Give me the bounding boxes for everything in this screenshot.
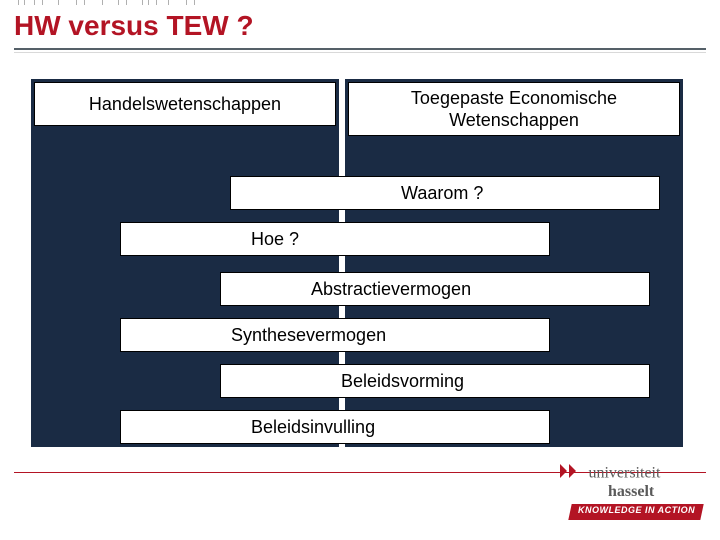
concept-bar-label: Synthesevermogen xyxy=(231,325,386,346)
logo-tagline-text: KNOWLEDGE IN ACTION xyxy=(578,505,695,515)
concept-bar-label: Hoe ? xyxy=(251,229,299,250)
concept-bar-1: Hoe ? xyxy=(120,222,550,256)
slide-root: HW versus TEW ? Handelswetenschappen Toe… xyxy=(0,0,720,540)
concept-bar-0: Waarom ? xyxy=(230,176,660,210)
concept-bar-label: Beleidsvorming xyxy=(341,371,464,392)
column-right-label-text: Toegepaste Economische Wetenschappen xyxy=(349,87,679,132)
concept-bar-label: Waarom ? xyxy=(401,183,483,204)
top-ruler-ticks xyxy=(0,0,720,5)
title-underline-light xyxy=(14,52,706,53)
brand-logo: universiteit hasselt xyxy=(560,464,660,501)
concept-bar-label: Beleidsinvulling xyxy=(251,417,375,438)
concept-bar-5: Beleidsinvulling xyxy=(120,410,550,444)
column-left-label-text: Handelswetenschappen xyxy=(89,93,281,116)
page-title: HW versus TEW ? xyxy=(14,10,254,42)
concept-bar-2: Abstractievermogen xyxy=(220,272,650,306)
title-underline xyxy=(14,48,706,50)
logo-chevron-icon xyxy=(560,464,580,483)
column-left-label: Handelswetenschappen xyxy=(34,82,336,126)
concept-bar-label: Abstractievermogen xyxy=(311,279,471,300)
concept-bar-3: Synthesevermogen xyxy=(120,318,550,352)
logo-text-top: universiteit xyxy=(588,465,660,482)
concept-bar-4: Beleidsvorming xyxy=(220,364,650,398)
column-right-label: Toegepaste Economische Wetenschappen xyxy=(348,82,680,136)
logo-text-bottom: hasselt xyxy=(608,483,654,500)
